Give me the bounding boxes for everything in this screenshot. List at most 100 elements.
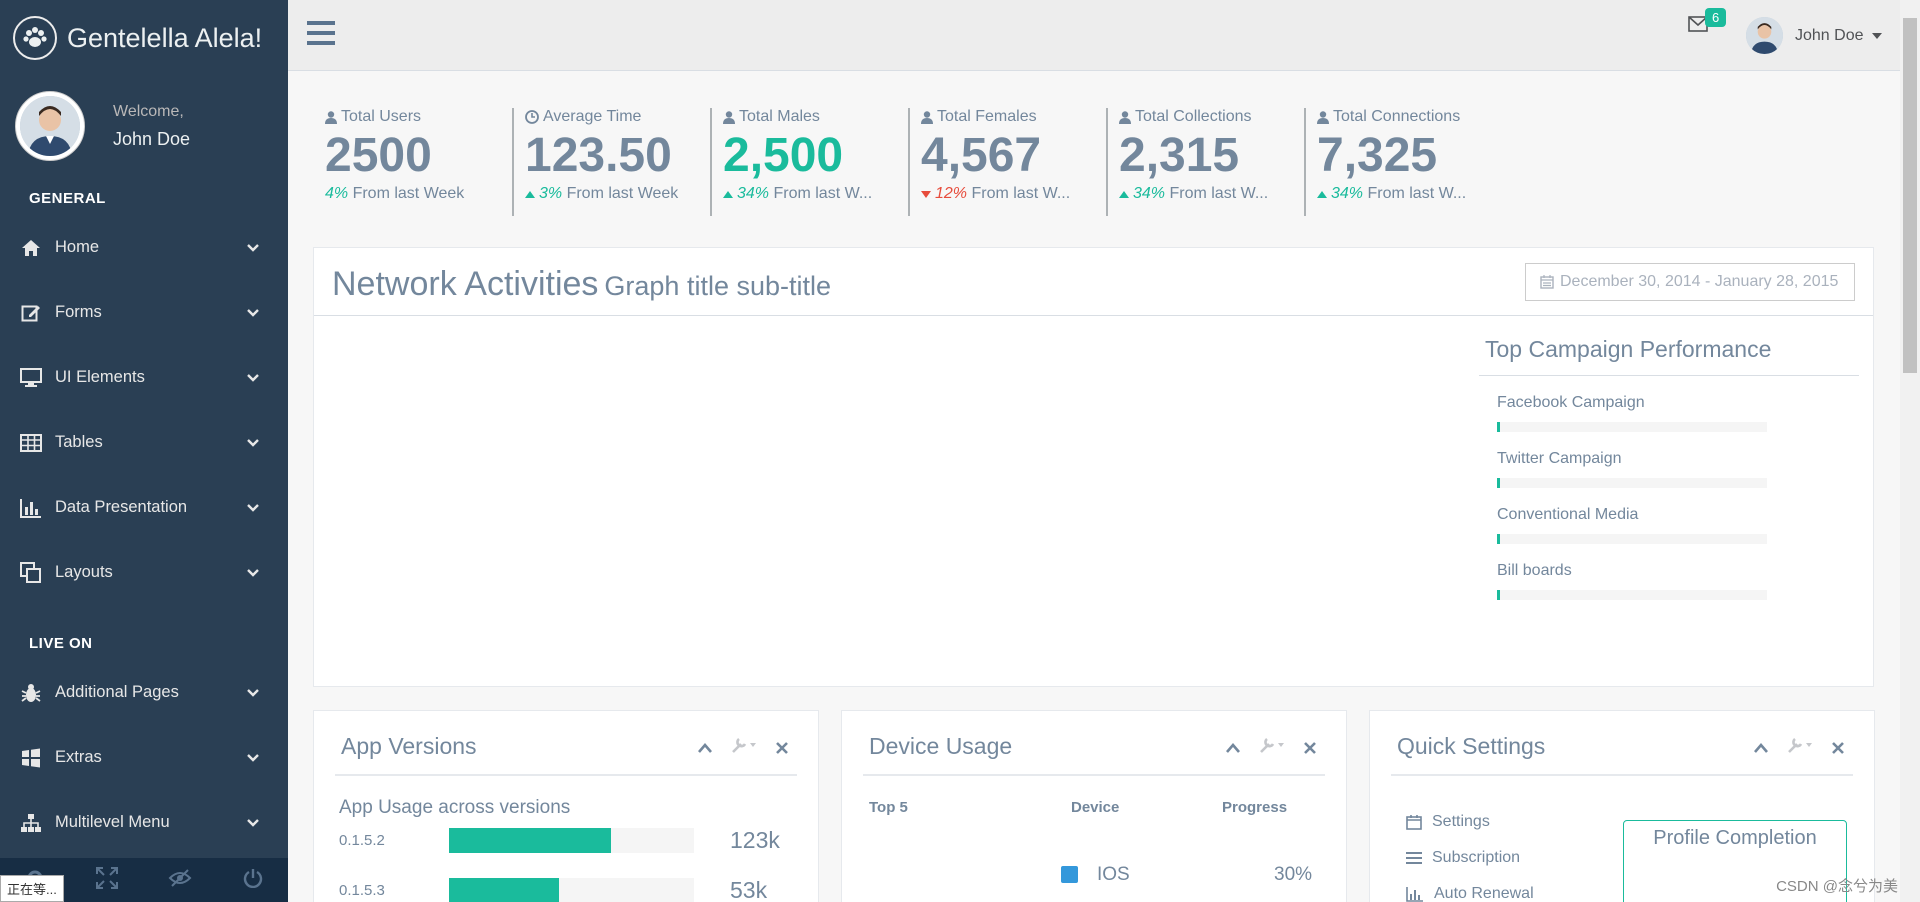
- user-menu[interactable]: John Doe: [1746, 17, 1882, 54]
- app-version-progress-bar: [449, 878, 694, 902]
- panel-title: App Versions: [341, 733, 477, 759]
- windows-icon: [19, 746, 43, 770]
- table-icon: [19, 431, 43, 455]
- sidebar-item-data-presentation[interactable]: Data Presentation: [0, 475, 288, 540]
- tile-total-collections: Total Collections 2,315 34% From last W.…: [1106, 108, 1304, 216]
- avatar: [15, 91, 85, 161]
- tile-count: 123.50: [525, 129, 672, 182]
- section-title-general: GENERAL: [29, 189, 106, 207]
- tile-label: Average Time: [543, 108, 642, 125]
- date-range-value: December 30, 2014 - January 28, 2015: [1560, 273, 1839, 290]
- wrench-icon[interactable]: [1787, 736, 1813, 759]
- tile-pct: 34%: [1133, 185, 1166, 203]
- campaign-progress-fill: [1497, 478, 1500, 488]
- sidebar-item-label: Tables: [55, 433, 103, 451]
- sidebar-item-extras[interactable]: Extras: [0, 725, 288, 790]
- clock-icon: [525, 110, 539, 124]
- wrench-icon[interactable]: [731, 736, 757, 759]
- column-header-progress: Progress: [1222, 799, 1288, 816]
- tile-pct: 3%: [539, 185, 563, 203]
- chevron-up-icon[interactable]: [1753, 742, 1769, 754]
- tile-total-users: Total Users 2500 4% From last Week: [314, 108, 512, 216]
- sort-asc-icon: [1317, 191, 1327, 199]
- chevron-down-icon: [247, 568, 259, 577]
- fullscreen-icon[interactable]: [95, 866, 118, 894]
- user-icon: [921, 110, 933, 124]
- user-name: John Doe: [1795, 26, 1864, 44]
- campaign-progress-fill: [1497, 534, 1500, 544]
- eye-slash-icon[interactable]: [168, 868, 192, 893]
- chevron-down-icon: [247, 243, 259, 252]
- tile-label: Total Males: [739, 108, 820, 125]
- sidebar: Gentelella Alela! Welcome, John Doe GENE…: [0, 0, 288, 902]
- quick-settings-panel: Quick Settings Settings Subscription Aut…: [1369, 710, 1875, 902]
- campaign-label: Bill boards: [1497, 562, 1572, 579]
- campaign-item: Conventional Media: [1479, 506, 1859, 544]
- close-icon[interactable]: [1303, 741, 1317, 755]
- app-version-progress-bar: [449, 828, 694, 853]
- tile-count: 2500: [325, 129, 432, 182]
- quick-settings-item-settings[interactable]: Settings: [1406, 813, 1490, 831]
- sidebar-item-multilevel-menu[interactable]: Multilevel Menu: [0, 790, 288, 855]
- sidebar-item-ui-elements[interactable]: UI Elements: [0, 345, 288, 410]
- desktop-icon: [19, 366, 43, 390]
- sidebar-item-label: Extras: [55, 748, 102, 766]
- clone-icon: [19, 561, 43, 585]
- caret-down-icon: [1871, 32, 1882, 39]
- tile-suffix: From last W...: [769, 185, 873, 203]
- menu-toggle-icon[interactable]: [307, 20, 335, 51]
- quick-settings-item-auto-renewal[interactable]: Auto Renewal: [1406, 885, 1534, 902]
- top-nav: 6 John Doe: [288, 0, 1900, 71]
- profile-completion-title: Profile Completion: [1653, 827, 1817, 849]
- scrollbar-thumb[interactable]: [1903, 18, 1917, 373]
- sidebar-item-label: Multilevel Menu: [55, 813, 170, 831]
- chevron-up-icon[interactable]: [1225, 742, 1241, 754]
- sidebar-item-label: Data Presentation: [55, 498, 188, 516]
- sort-asc-icon: [1119, 191, 1129, 199]
- app-usage-subtitle: App Usage across versions: [339, 797, 571, 818]
- app-version-progress-fill: [449, 828, 611, 853]
- date-range-picker[interactable]: December 30, 2014 - January 28, 2015: [1525, 263, 1855, 301]
- campaign-label: Twitter Campaign: [1497, 450, 1622, 467]
- panel-subtitle: Graph title sub-title: [604, 271, 832, 301]
- tile-average-time: Average Time 123.50 3% From last Week: [512, 108, 710, 216]
- chevron-up-icon[interactable]: [697, 742, 713, 754]
- status-loading-text: 正在等...: [0, 875, 64, 902]
- sidebar-item-tables[interactable]: Tables: [0, 410, 288, 475]
- power-off-icon[interactable]: [243, 868, 263, 893]
- device-color-swatch: [1061, 866, 1078, 883]
- profile-name: John Doe: [113, 128, 191, 149]
- app-version-label: 0.1.5.3: [339, 882, 385, 899]
- tile-total-males: Total Males 2,500 34% From last W...: [710, 108, 908, 216]
- campaign-progress-fill: [1497, 422, 1500, 432]
- brand[interactable]: Gentelella Alela!: [0, 0, 288, 76]
- scrollbar[interactable]: [1900, 0, 1920, 902]
- top-campaign-performance: Top Campaign Performance Facebook Campai…: [1479, 336, 1859, 600]
- sidebar-item-additional-pages[interactable]: Additional Pages: [0, 660, 288, 725]
- sitemap-icon: [19, 811, 43, 835]
- chevron-down-icon: [247, 688, 259, 697]
- sidebar-item-forms[interactable]: Forms: [0, 280, 288, 345]
- welcome-label: Welcome,: [113, 102, 184, 120]
- tile-label: Total Collections: [1135, 108, 1252, 125]
- wrench-icon[interactable]: [1259, 736, 1285, 759]
- tile-suffix: From last Week: [348, 185, 465, 203]
- quick-settings-label: Settings: [1432, 813, 1490, 830]
- sidebar-item-home[interactable]: Home: [0, 215, 288, 280]
- user-icon: [1119, 110, 1131, 124]
- section-title-live-on: LIVE ON: [29, 634, 93, 652]
- bar-chart-icon: [19, 496, 43, 520]
- tile-pct: 34%: [737, 185, 770, 203]
- paw-icon: [13, 16, 57, 60]
- tile-label: Total Females: [937, 108, 1037, 125]
- sidebar-item-layouts[interactable]: Layouts: [0, 540, 288, 605]
- close-icon[interactable]: [1831, 741, 1845, 755]
- quick-settings-item-subscription[interactable]: Subscription: [1406, 849, 1520, 867]
- app-versions-panel: App Versions App Usage across versions 0…: [313, 710, 819, 902]
- profile-completion-box: Profile Completion: [1623, 820, 1847, 902]
- campaign-label: Conventional Media: [1497, 506, 1639, 523]
- campaign-title: Top Campaign Performance: [1479, 336, 1859, 376]
- close-icon[interactable]: [775, 741, 789, 755]
- user-icon: [325, 110, 337, 124]
- sort-asc-icon: [525, 191, 535, 199]
